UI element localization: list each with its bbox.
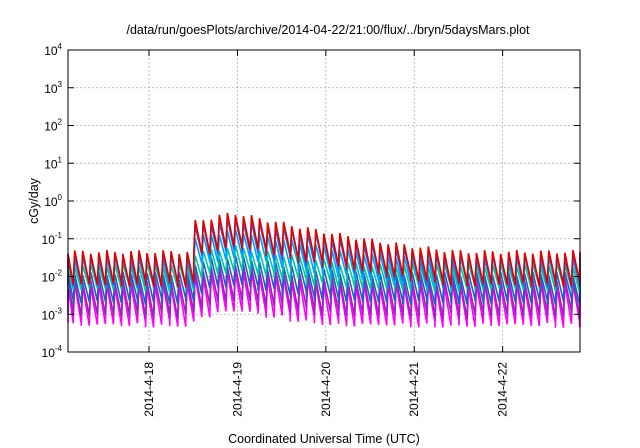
x-tick-label: 2014-4-20 (319, 362, 333, 417)
x-axis: 2014-4-18 2014-4-19 2014-4-20 2014-4-21 2014… (142, 50, 510, 417)
y-tick-label: 10-1 (42, 231, 63, 247)
chart-title: /data/run/goesPlots/archive/2014-04-22/2… (126, 23, 530, 37)
y-tick-label: 101 (44, 155, 62, 171)
x-tick-label: 2014-4-18 (142, 362, 156, 417)
x-tick-label: 2014-4-22 (496, 362, 510, 417)
y-tick-label: 100 (44, 193, 62, 209)
series-group (67, 212, 581, 328)
series-line (67, 212, 581, 288)
x-tick-label: 2014-4-19 (230, 362, 244, 417)
y-axis-label: cGy/day (27, 177, 41, 224)
y-tick-label: 104 (44, 42, 62, 58)
y-tick-label: 10-3 (42, 306, 63, 322)
y-tick-label: 10-4 (42, 344, 63, 360)
y-axis: 10-4 10-3 10-2 10-1 100 101 102 103 104 (42, 42, 580, 360)
y-tick-label: 103 (44, 80, 62, 96)
x-axis-label: Coordinated Universal Time (UTC) (228, 432, 420, 446)
y-tick-label: 102 (44, 118, 62, 134)
x-tick-label: 2014-4-21 (407, 362, 421, 417)
grid (68, 50, 580, 352)
y-tick-label: 10-2 (42, 269, 63, 285)
